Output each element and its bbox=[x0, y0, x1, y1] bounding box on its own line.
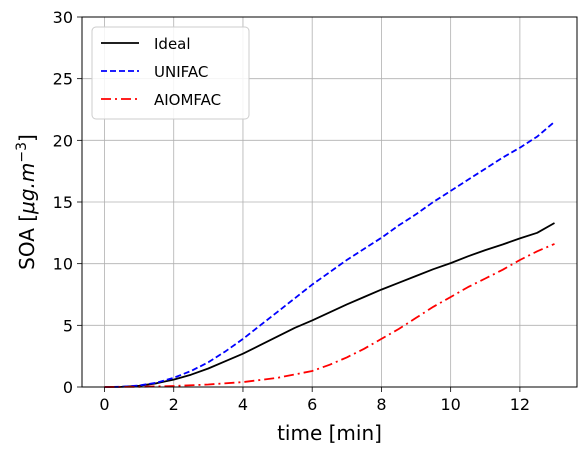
y-tick-label: 10 bbox=[53, 255, 73, 274]
legend-label-aiomfac: AIOMFAC bbox=[154, 91, 221, 109]
x-tick-label: 0 bbox=[99, 395, 109, 414]
series-line-ideal bbox=[104, 222, 555, 388]
x-tick-label: 6 bbox=[307, 395, 317, 414]
series-line-aiomfac bbox=[104, 243, 555, 388]
x-tick-label: 8 bbox=[376, 395, 386, 414]
tick-layer: 0 2 4 6 8 10 12 0 5 10 15 20 25 30 bbox=[53, 8, 530, 414]
legend-box bbox=[91, 26, 250, 120]
y-axis-label: SOA [μg.m−3] bbox=[14, 134, 39, 270]
x-tick-label: 12 bbox=[510, 395, 530, 414]
x-tick-label: 10 bbox=[440, 395, 460, 414]
y-tick-label: 0 bbox=[63, 378, 73, 397]
y-tick-label: 25 bbox=[53, 70, 73, 89]
legend-label-unifac: UNIFAC bbox=[154, 63, 208, 81]
x-axis-label: time [min] bbox=[277, 421, 382, 445]
legend-label-ideal: Ideal bbox=[154, 35, 191, 53]
x-tick-label: 2 bbox=[169, 395, 179, 414]
y-axis-label-suffix: ] bbox=[15, 134, 39, 142]
legend: Ideal UNIFAC AIOMFAC bbox=[91, 26, 250, 120]
y-axis-label-unit: μg.m bbox=[15, 163, 39, 215]
y-tick-label: 5 bbox=[63, 316, 73, 335]
y-axis-label-prefix: SOA [ bbox=[15, 214, 39, 270]
y-axis-label-exponent: −3 bbox=[14, 142, 30, 163]
series-line-unifac bbox=[104, 121, 556, 388]
y-tick-label: 15 bbox=[53, 193, 73, 212]
y-tick-label: 20 bbox=[53, 131, 73, 150]
x-tick-label: 4 bbox=[238, 395, 248, 414]
y-tick-label: 30 bbox=[53, 8, 73, 27]
series-layer bbox=[104, 121, 556, 388]
